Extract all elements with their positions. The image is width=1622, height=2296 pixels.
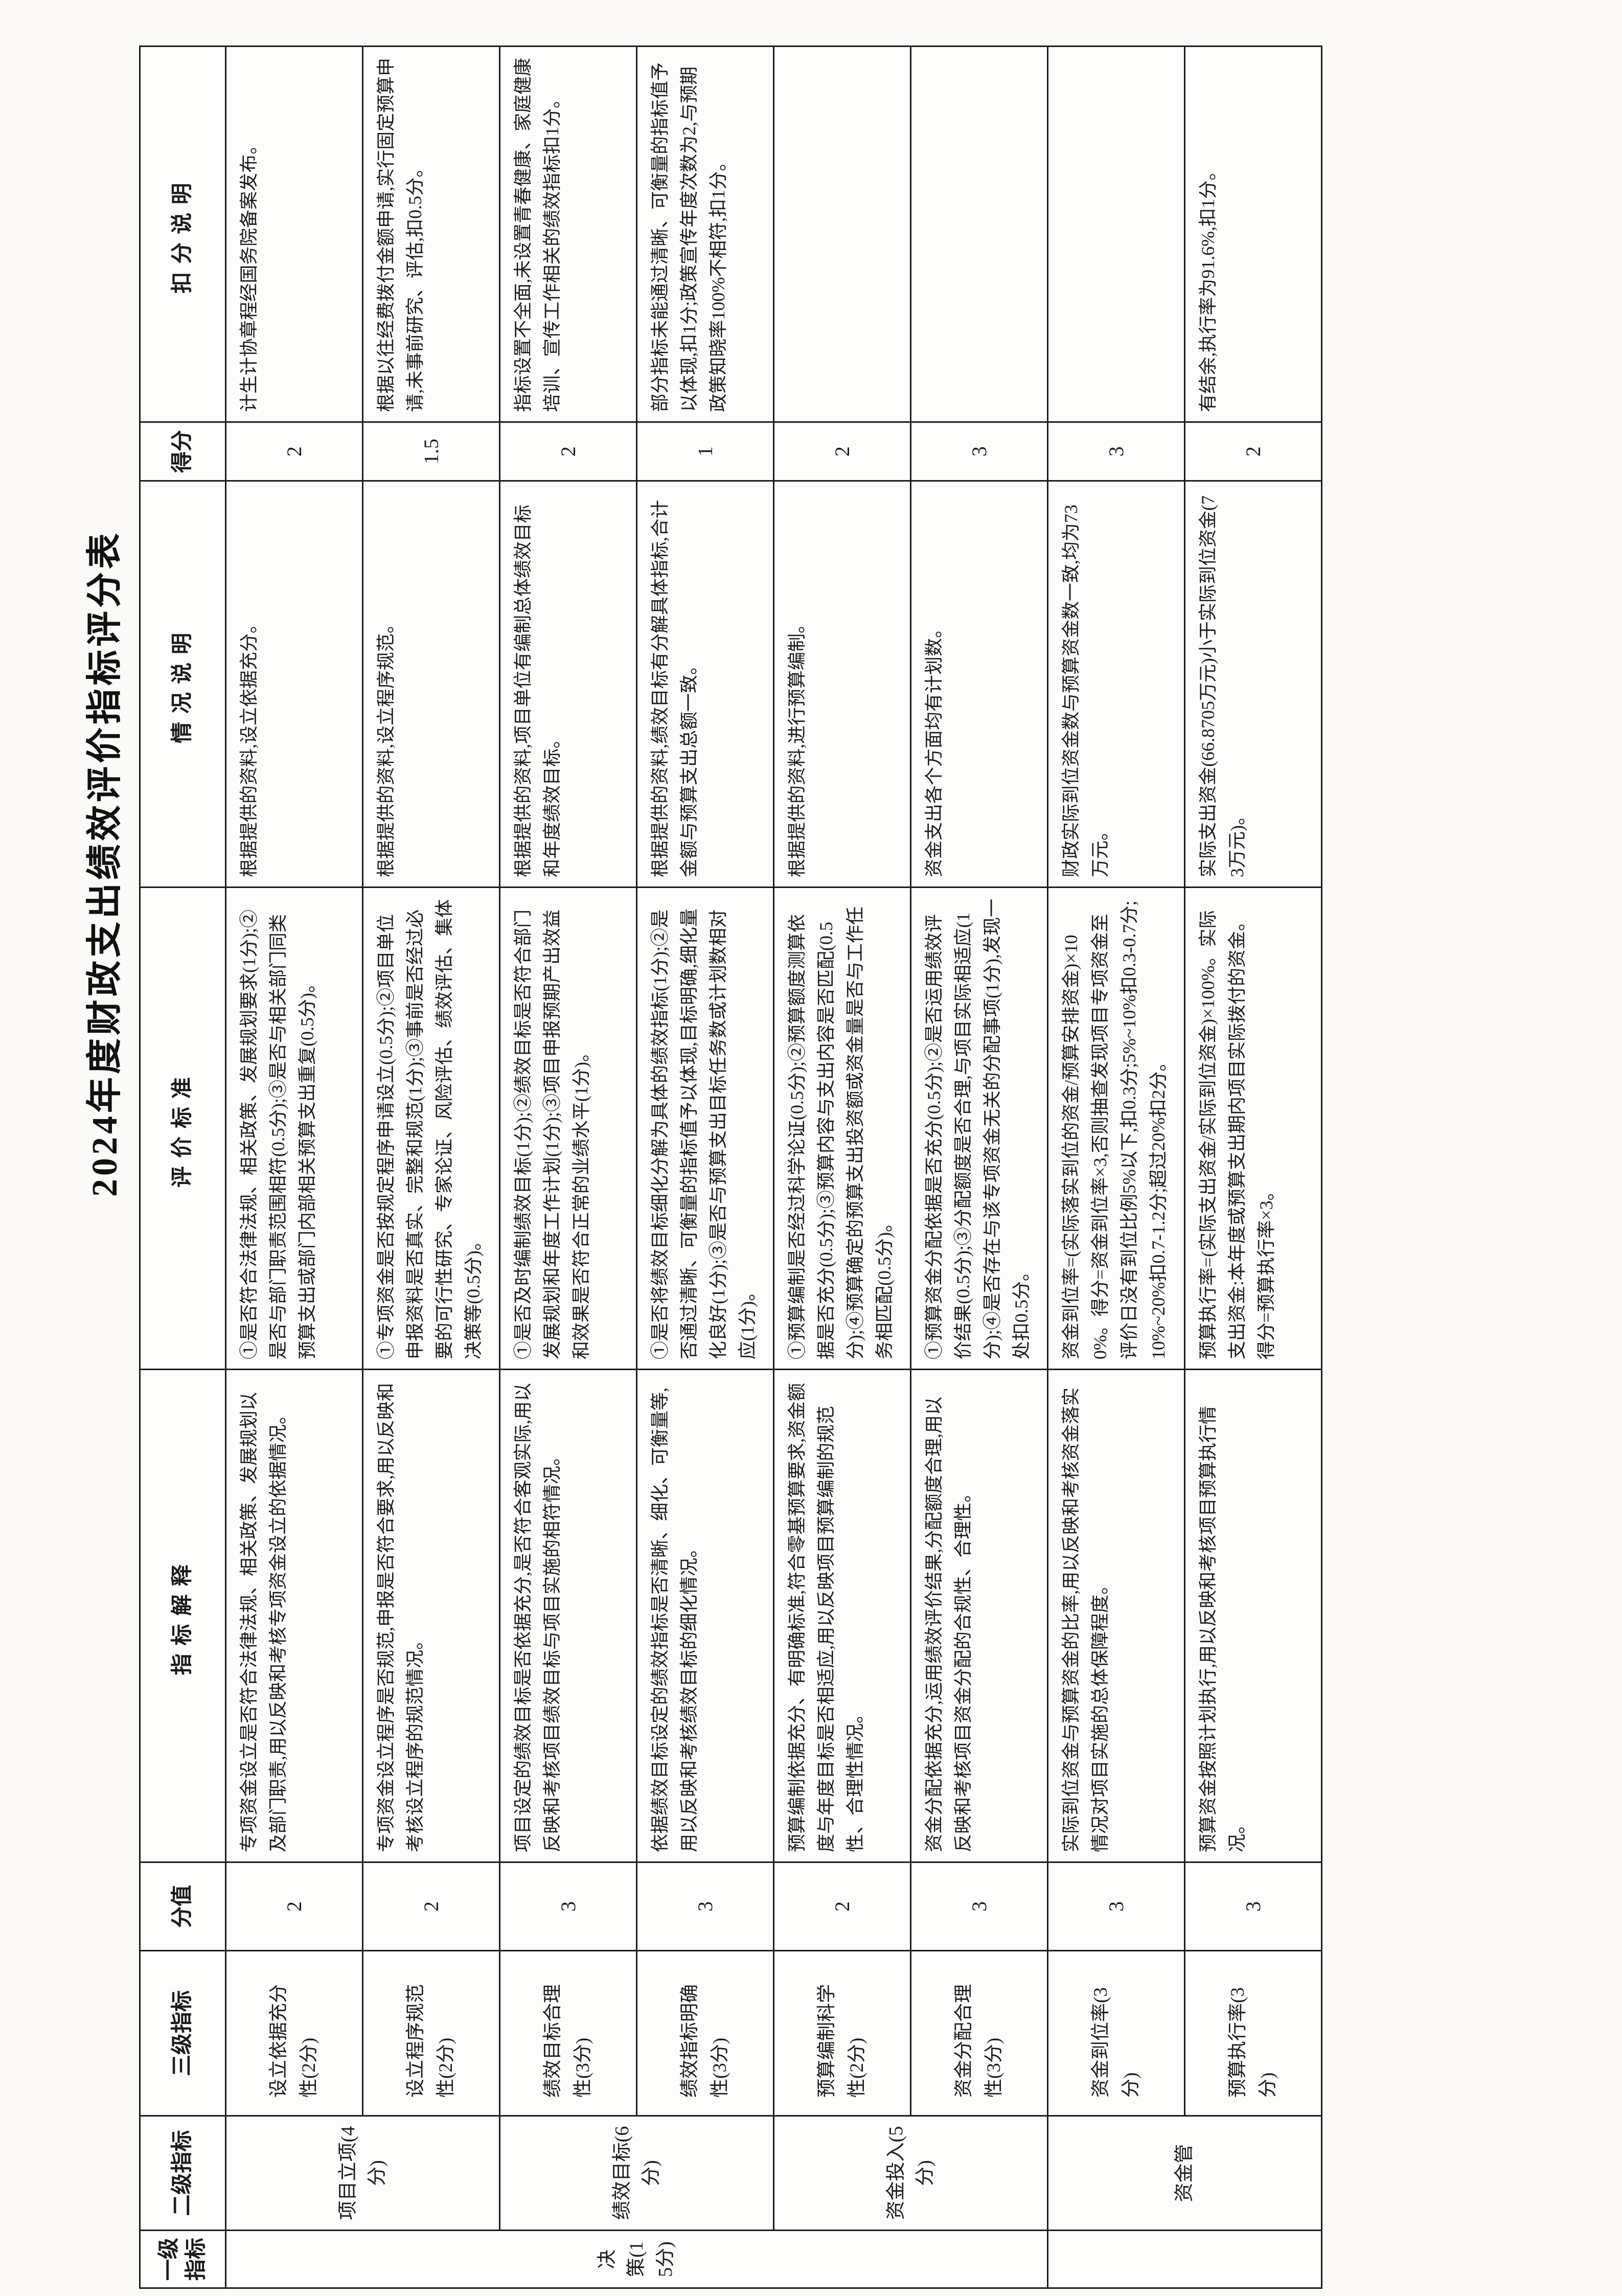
criteria-cell: ①专项资金是否按规定程序申请设立(0.5分);②项目单位申报资料是否真实、完整和… (362, 887, 500, 1370)
explanation-cell: 依据绩效目标设定的绩效指标是否清晰、细化、可衡量等,用以反映和考核绩效目标的细化… (636, 1369, 774, 1862)
score-cell: 2 (499, 422, 637, 481)
score-max-cell: 2 (225, 1862, 363, 1951)
level3-cell: 预算执行率(3分) (1184, 1950, 1322, 2116)
criteria-cell: ①预算编制是否经过科学论证(0.5分);②预算额度测算依据是否充分(0.5分);… (773, 887, 911, 1370)
table-row: 预算执行率(3分) 3 预算资金按照计划执行,用以反映和考核项目预算执行情况。 … (1184, 46, 1322, 2288)
header-situation: 情况说明 (140, 481, 226, 888)
score-cell: 2 (1184, 422, 1322, 481)
situation-cell: 根据提供的资料,设立依据充分。 (225, 481, 363, 888)
situation-cell: 根据提供的资料,设立程序规范。 (362, 481, 500, 888)
score-cell: 1.5 (362, 422, 500, 481)
deduction-cell: 部分指标未能通过清晰、可衡量的指标值予以体现,扣1分;政策宣传年度次数为2,与预… (636, 46, 774, 422)
score-table: 一级指标 二级指标 三级指标 分值 指标解释 评价标准 情况说明 得分 扣分说明… (139, 46, 1322, 2289)
explanation-cell: 预算编制依据充分、有明确标准,符合零基预算要求,资金额度与年度目标是否相适应,用… (773, 1369, 911, 1862)
score-cell: 2 (225, 422, 363, 481)
table-row: 决策(15分) 项目立项(4分) 设立依据充分性(2分) 2 专项资金设立是否符… (225, 46, 1048, 2288)
explanation-cell: 资金分配依据充分,运用绩效评价结果,分配额度合理,用以反映和考核项目资金分配的合… (910, 1369, 1048, 1862)
situation-cell: 实际支出资金(66.8705万元)小于实际到位资金(73万元)。 (1184, 481, 1322, 888)
deduction-cell: 有结余,执行率为91.6%,扣1分。 (1184, 46, 1322, 422)
table-row: 绩效目标(6分) 绩效目标合理性(3分) 3 项目设定的绩效目标是否依据充分,是… (499, 46, 774, 2288)
table-row: 资金投入(5分) 预算编制科学性(2分) 2 预算编制依据充分、有明确标准,符合… (773, 46, 1048, 2288)
explanation-cell: 项目设定的绩效目标是否依据充分,是否符合客观实际,用以反映和考核项目绩效目标与项… (499, 1369, 637, 1862)
situation-cell: 根据提供的资料,进行预算编制。 (773, 481, 911, 888)
deduction-cell: 计生计协章程经国务院备案发布。 (225, 46, 363, 422)
situation-cell: 根据提供的资料,绩效目标有分解具体指标,合计金额与预算支出总额一致。 (636, 481, 774, 888)
explanation-cell: 专项资金设立程序是否规范,申报是否符合要求,用以反映和考核设立程序的规范情况。 (362, 1369, 500, 1862)
deduction-cell: 指标设置不全面,未设置青春健康、家庭健康培训、宣传工作相关的绩效指标扣1分。 (499, 46, 637, 422)
header-score-max: 分值 (140, 1862, 226, 1951)
page-title: 2024年度财政支出绩效评价指标评分表 (85, 530, 125, 1197)
deduction-cell: 根据以往经费拨付金额申请,实行固定预算申请,未事前研究、评估,扣0.5分。 (362, 46, 500, 422)
table-row: 绩效指标明确性(3分) 3 依据绩效目标设定的绩效指标是否清晰、细化、可衡量等,… (636, 46, 774, 2288)
header-row: 一级指标 二级指标 三级指标 分值 指标解释 评价标准 情况说明 得分 扣分说明 (140, 46, 226, 2288)
situation-cell: 财政实际到位资金数与预算资金数一致,均为73万元。 (1047, 481, 1185, 888)
score-cell: 3 (1047, 422, 1185, 481)
level3-cell: 资金到位率(3分) (1047, 1950, 1185, 2116)
score-cell: 3 (910, 422, 1048, 481)
level2-cell-jixiaomubiao: 绩效目标(6分) (499, 2116, 774, 2231)
level3-cell: 设立程序规范性(2分) (362, 1950, 500, 2116)
level2-cell-lixiang: 项目立项(4分) (225, 2116, 500, 2231)
deduction-cell (1047, 46, 1185, 422)
score-cell: 2 (773, 422, 911, 481)
score-max-cell: 3 (1047, 1862, 1185, 1951)
situation-cell: 根据提供的资料,项目单位有编制总体绩效目标和年度绩效目标。 (499, 481, 637, 888)
level3-cell: 绩效目标合理性(3分) (499, 1950, 637, 2116)
header-score: 得分 (140, 422, 226, 481)
score-max-cell: 3 (499, 1862, 637, 1951)
explanation-cell: 专项资金设立是否符合法律法规、相关政策、发展规划以及部门职责,用以反映和考核专项… (225, 1369, 363, 1862)
level1-cell-next (1047, 2230, 1322, 2288)
explanation-cell: 预算资金按照计划执行,用以反映和考核项目预算执行情况。 (1184, 1369, 1322, 1862)
header-level1: 一级指标 (140, 2230, 226, 2288)
table-row: 设立程序规范性(2分) 2 专项资金设立程序是否规范,申报是否符合要求,用以反映… (362, 46, 500, 2288)
criteria-cell: ①是否将绩效目标细化分解为具体的绩效指标(1分);②是否通过清晰、可衡量的指标值… (636, 887, 774, 1370)
header-level3: 三级指标 (140, 1950, 226, 2116)
criteria-cell: ①预算资金分配依据是否充分(0.5分);②是否运用绩效评价结果(0.5分);③分… (910, 887, 1048, 1370)
score-cell: 1 (636, 422, 774, 481)
header-deduction: 扣分说明 (140, 46, 226, 422)
criteria-cell: 预算执行率=(实际支出资金/实际到位资金)×100%。实际支出资金:本年度或预算… (1184, 887, 1322, 1370)
level3-cell: 设立依据充分性(2分) (225, 1950, 363, 2116)
score-max-cell: 3 (636, 1862, 774, 1951)
score-max-cell: 2 (773, 1862, 911, 1951)
criteria-cell: ①是否及时编制绩效目标(1分);②绩效目标是否符合部门发展规划和年度工作计划(1… (499, 887, 637, 1370)
level2-cell-zijintouru: 资金投入(5分) (773, 2116, 1048, 2231)
header-criteria: 评价标准 (140, 887, 226, 1370)
level3-cell: 资金分配合理性(3分) (910, 1950, 1048, 2116)
table-row: 资金分配合理性(3分) 3 资金分配依据充分,运用绩效评价结果,分配额度合理,用… (910, 46, 1048, 2288)
table-row: 资金管 资金到位率(3分) 3 实际到位资金与预算资金的比率,用以反映和考核资金… (1047, 46, 1322, 2288)
level3-cell: 预算编制科学性(2分) (773, 1950, 911, 2116)
level2-cell-zijinguan: 资金管 (1047, 2116, 1322, 2231)
criteria-cell: 资金到位率=(实际落实到位的资金/预算安排资金)×100%。得分=资金到位率×3… (1047, 887, 1185, 1370)
level3-cell: 绩效指标明确性(3分) (636, 1950, 774, 2116)
header-level2: 二级指标 (140, 2116, 226, 2231)
level1-cell-decision: 决策(15分) (225, 2230, 1048, 2288)
score-max-cell: 3 (910, 1862, 1048, 1951)
situation-cell: 资金支出各个方面均有计划数。 (910, 481, 1048, 888)
score-max-cell: 3 (1184, 1862, 1322, 1951)
score-max-cell: 2 (362, 1862, 500, 1951)
criteria-cell: ①是否符合法律法规、相关政策、发展规划要求(1分);②是否与部门职责范围相符(0… (225, 887, 363, 1370)
explanation-cell: 实际到位资金与预算资金的比率,用以反映和考核资金落实情况对项目实施的总体保障程度… (1047, 1369, 1185, 1862)
deduction-cell (910, 46, 1048, 422)
deduction-cell (773, 46, 911, 422)
header-explanation: 指标解释 (140, 1369, 226, 1862)
